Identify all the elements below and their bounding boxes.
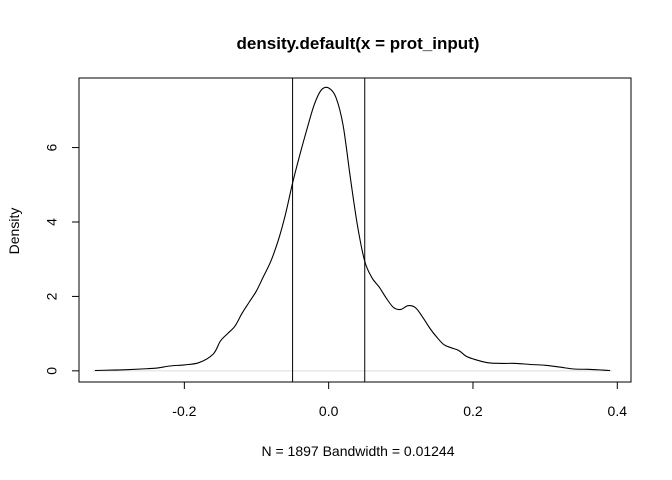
x-tick-label-2: 0.2 — [463, 403, 483, 419]
x-axis-label: N = 1897 Bandwidth = 0.01244 — [261, 443, 454, 459]
x-tick-label-1: 0.0 — [319, 403, 339, 419]
y-tick-label-3: 6 — [44, 143, 60, 151]
chart-title: density.default(x = prot_input) — [237, 34, 480, 53]
y-tick-label-2: 4 — [44, 218, 60, 226]
x-tick-label-0: -0.2 — [172, 403, 196, 419]
y-tick-label-1: 2 — [44, 292, 60, 300]
y-tick-label-0: 0 — [44, 367, 60, 375]
density-curve-0 — [94, 86, 611, 372]
plot-marks — [92, 78, 613, 382]
plot-frame — [78, 77, 632, 383]
y-axis-label: Density — [6, 208, 22, 255]
x-tick-label-3: 0.4 — [608, 403, 628, 419]
